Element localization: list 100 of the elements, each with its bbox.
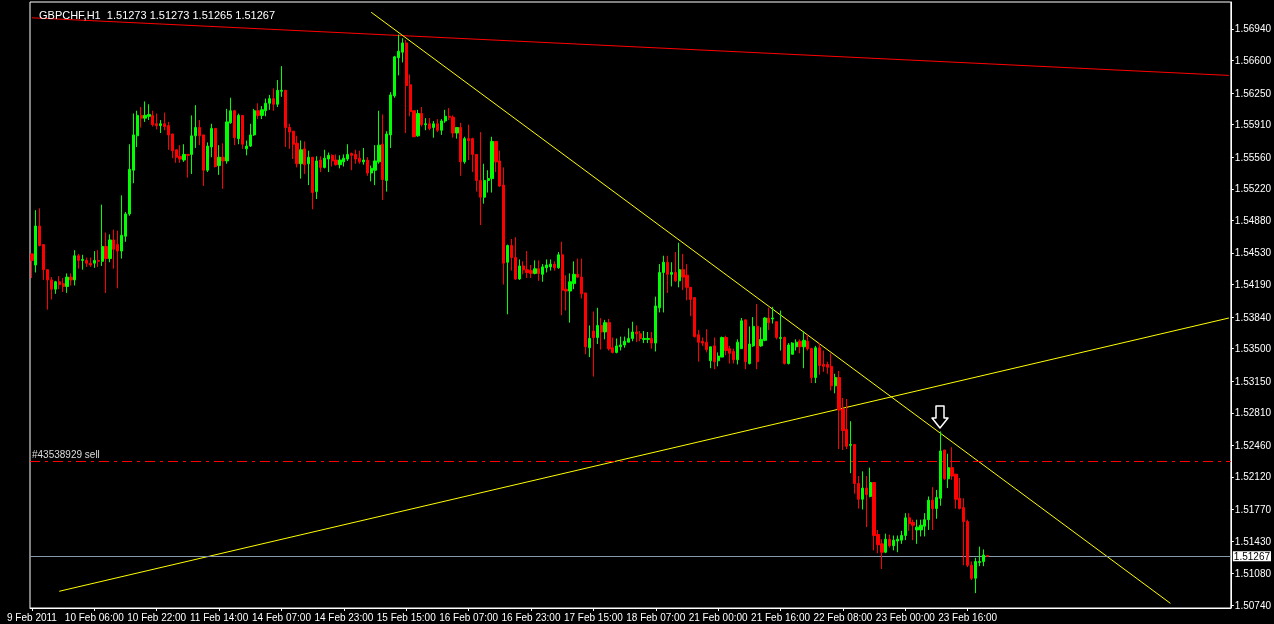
candlestick	[818, 342, 821, 376]
candlestick	[596, 307, 599, 345]
y-tick-label: 1.55220	[1234, 183, 1272, 195]
candlestick	[479, 131, 482, 226]
candlestick	[607, 318, 611, 352]
candlestick	[54, 280, 57, 295]
candlestick	[358, 150, 361, 165]
candlestick	[872, 482, 876, 551]
candlestick	[830, 352, 833, 392]
y-tick-label: 1.53500	[1234, 343, 1272, 355]
candlestick	[362, 147, 365, 166]
candlestick	[58, 275, 61, 290]
candlestick	[931, 486, 934, 531]
candlestick	[272, 87, 275, 112]
candlestick	[553, 260, 556, 272]
candlestick	[603, 319, 607, 340]
candlestick	[787, 342, 790, 365]
candlestick	[537, 259, 540, 282]
candlestick	[62, 277, 65, 293]
candlestick	[845, 398, 848, 450]
candlestick	[182, 143, 186, 163]
candlestick	[214, 127, 217, 168]
candlestick	[428, 117, 431, 131]
candlestick	[670, 261, 673, 287]
candlestick	[678, 242, 681, 288]
candlestick	[221, 142, 225, 190]
candlestick	[143, 100, 147, 123]
candlestick	[904, 512, 907, 541]
candlestick	[237, 113, 240, 145]
y-tick-label: 1.50740	[1234, 599, 1272, 611]
candlestick	[295, 135, 299, 168]
candlestick	[327, 152, 330, 173]
candlestick	[666, 255, 669, 294]
candlestick	[915, 519, 919, 545]
candlestick	[311, 156, 314, 210]
candlestick	[93, 250, 96, 269]
text: GBPCHF,H1 1.51273 1.51273 1.51265 1.51267	[39, 8, 276, 21]
candlestick	[307, 150, 310, 186]
candlestick	[147, 103, 151, 121]
y-tick-label: 1.54530	[1234, 247, 1272, 259]
candlestick	[525, 250, 529, 279]
candlestick	[705, 328, 708, 353]
candlestick	[837, 370, 841, 450]
x-tick-label: 21 Feb 16:00	[751, 611, 811, 623]
candlestick	[338, 154, 342, 169]
candlestick	[650, 331, 653, 350]
x-tick-label: 22 Feb 08:00	[813, 611, 873, 623]
y-tick-label: 1.51430	[1234, 535, 1272, 547]
candlestick	[814, 345, 817, 384]
candlestick	[334, 153, 338, 167]
x-tick-label: 14 Feb 07:00	[252, 611, 312, 623]
candlestick	[241, 114, 244, 150]
candlestick	[323, 149, 326, 169]
candlestick	[982, 548, 985, 567]
x-tick-label: 10 Feb 06:00	[64, 611, 125, 623]
candlestick	[140, 106, 143, 128]
y-tick-label: 1.54190	[1234, 279, 1272, 291]
candlestick	[381, 113, 384, 201]
candlestick	[892, 535, 895, 551]
candlestick	[619, 336, 622, 352]
candlestick	[303, 140, 306, 175]
candlestick	[795, 338, 798, 352]
candlestick	[116, 230, 119, 289]
candlestick	[299, 139, 303, 180]
candlestick	[455, 126, 459, 140]
candlestick	[178, 144, 182, 164]
candlestick	[264, 98, 267, 117]
candlestick	[233, 109, 236, 146]
candlestick	[865, 475, 868, 528]
candlestick	[713, 337, 716, 370]
candlestick	[159, 119, 162, 134]
candlestick	[120, 194, 123, 260]
candlestick	[490, 136, 494, 194]
candlestick	[834, 373, 837, 394]
y-tick-label: 1.51770	[1234, 503, 1272, 515]
candlestick	[947, 453, 950, 489]
candlestick	[674, 251, 677, 283]
candlestick	[549, 258, 552, 272]
candlestick	[405, 39, 408, 134]
candlestick	[108, 233, 112, 263]
candlestick	[646, 331, 650, 344]
candlestick	[331, 153, 334, 168]
candlestick	[186, 153, 190, 179]
y-tick-label: 1.52120	[1234, 471, 1272, 483]
candlestick	[592, 311, 595, 378]
candlestick	[97, 249, 100, 268]
candlestick	[483, 163, 486, 205]
candlestick	[783, 336, 786, 365]
candlestick	[155, 113, 158, 130]
x-tick-label: 14 Feb 23:00	[314, 611, 374, 623]
y-tick-label: 1.56250	[1234, 87, 1272, 99]
candlestick	[69, 272, 73, 286]
candlestick	[541, 263, 544, 283]
x-tick-label: 11 Feb 14:00	[189, 611, 249, 623]
candlestick	[506, 244, 509, 315]
candlestick	[81, 254, 84, 271]
x-tick-label: 16 Feb 07:00	[439, 611, 499, 623]
candlestick	[416, 109, 420, 138]
candlestick	[420, 106, 423, 128]
candlestick	[151, 110, 154, 128]
